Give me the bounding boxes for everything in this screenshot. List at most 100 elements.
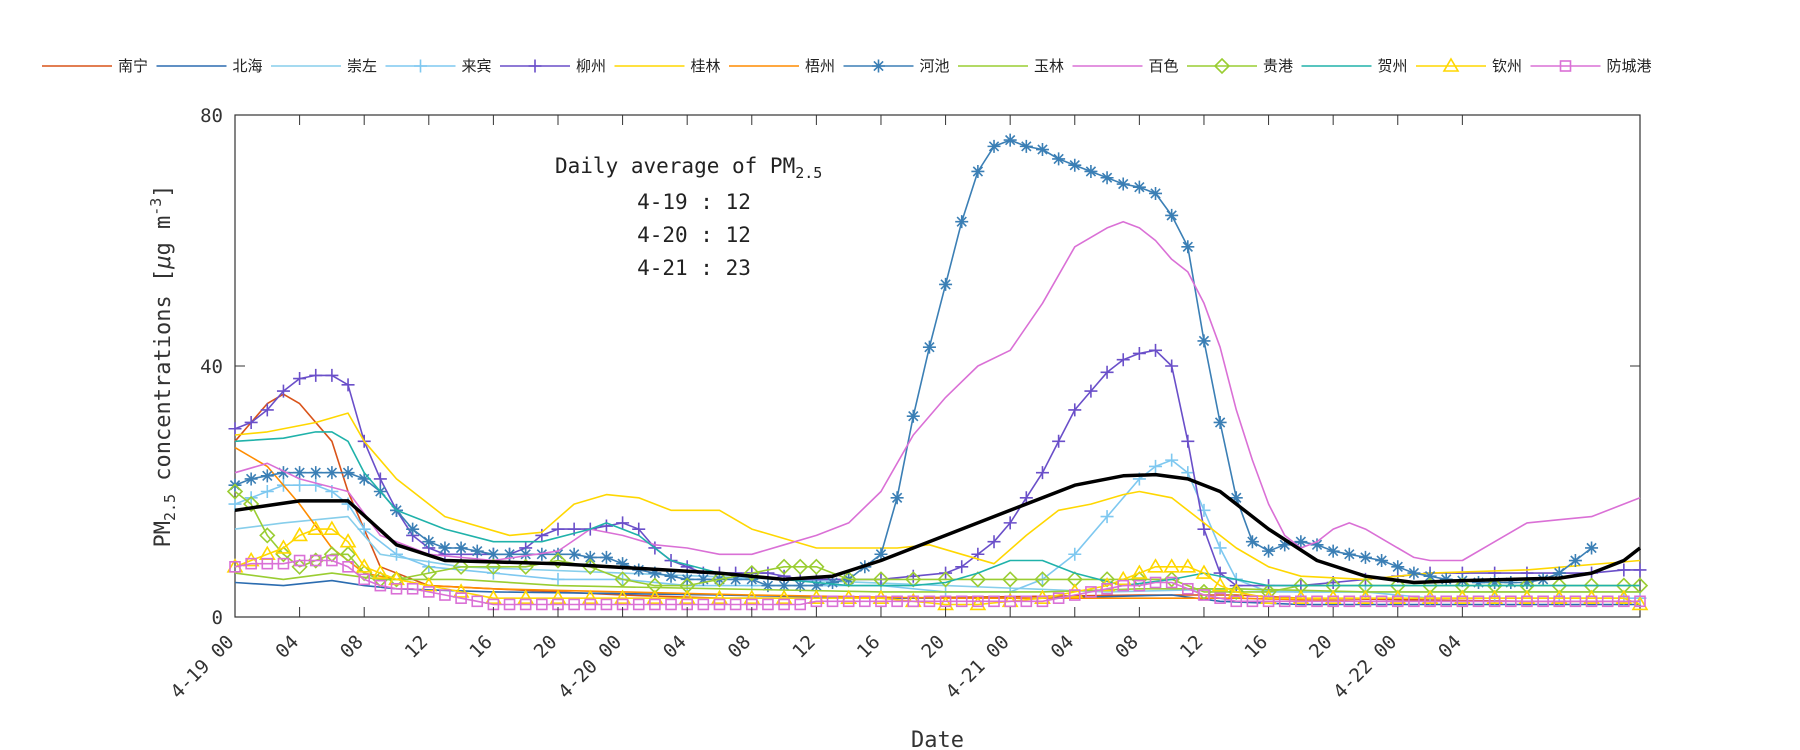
- y-tick-label: 80: [200, 105, 223, 127]
- data-point-marker: [1084, 164, 1098, 178]
- series-line: [234, 431, 1640, 587]
- data-point-marker: [519, 598, 532, 611]
- series-14: [229, 554, 1646, 611]
- data-point-marker: [1213, 541, 1227, 555]
- data-point-marker: [1066, 583, 1084, 598]
- data-point-marker: [1149, 576, 1162, 589]
- data-point-marker: [1407, 566, 1421, 580]
- data-point-marker: [729, 572, 743, 586]
- data-point-marker: [711, 589, 728, 604]
- data-point-marker: [1019, 139, 1033, 153]
- data-point-marker: [939, 277, 953, 291]
- data-point-marker: [648, 566, 662, 580]
- chart-legend: 南宁 北海 崇左 来宾 柳州 桂林 梧州 河池 玉林 百色 贵港 贺州 钦州 防城港: [42, 57, 1652, 75]
- data-point-marker: [455, 592, 467, 604]
- data-point-marker: [678, 589, 696, 604]
- y-axis-label-rest: concentrations [: [151, 269, 176, 494]
- data-point-marker: [1518, 589, 1536, 604]
- data-point-marker: [341, 466, 355, 480]
- data-point-marker: [987, 535, 1001, 549]
- legend-entry: 钦州: [1416, 57, 1522, 75]
- data-point-marker: [826, 575, 840, 589]
- data-point-marker: [567, 547, 581, 561]
- data-point-marker: [1537, 595, 1549, 608]
- data-point-marker: [907, 595, 920, 608]
- data-point-marker: [1211, 577, 1229, 592]
- data-point-marker: [357, 472, 371, 486]
- legend-label: 南宁: [118, 57, 148, 75]
- data-point-marker: [1130, 564, 1148, 579]
- x-tick-label: 4-21 00: [942, 631, 1014, 703]
- data-point-marker: [1165, 453, 1179, 467]
- data-point-marker: [228, 497, 242, 511]
- data-point-marker: [276, 466, 290, 480]
- x-axis-label: Date: [911, 728, 964, 750]
- data-point-marker: [536, 598, 548, 611]
- legend-label: 百色: [1149, 57, 1179, 75]
- data-point-marker: [357, 522, 371, 536]
- plot-frame: [234, 114, 1641, 618]
- data-point-marker: [1098, 577, 1116, 592]
- data-point-marker: [807, 589, 825, 604]
- data-point-marker: [276, 384, 290, 398]
- legend-entry: 北海: [156, 57, 263, 75]
- data-point-marker: [1324, 589, 1342, 604]
- data-point-marker: [485, 558, 502, 575]
- data-point-marker: [373, 472, 387, 486]
- annotation-title-main: Daily average of PM: [555, 154, 795, 178]
- data-point-marker: [1310, 538, 1324, 552]
- data-point-marker: [762, 598, 774, 611]
- data-point-marker: [971, 164, 985, 178]
- data-point-marker: [1052, 152, 1066, 166]
- data-point-marker: [775, 558, 793, 575]
- legend-label: 贺州: [1378, 57, 1408, 75]
- x-axis-ticks: 4-19 00 04 08 12 16 204-20 00 04 08 12 16 204-21 0…: [166, 115, 1466, 703]
- y-tick-label: 40: [200, 356, 223, 378]
- data-point-marker: [937, 571, 954, 588]
- series-12: [234, 431, 1640, 587]
- data-point-marker: [1262, 544, 1276, 558]
- data-point-marker: [307, 520, 325, 535]
- data-point-marker: [291, 526, 308, 542]
- data-point-marker: [245, 557, 257, 570]
- data-point-marker: [1195, 564, 1213, 579]
- data-point-marker: [1245, 535, 1259, 549]
- data-point-marker: [1520, 575, 1534, 589]
- data-point-marker: [1472, 575, 1486, 589]
- data-point-marker: [374, 579, 387, 592]
- y-axis-ticks: 0 40 80: [200, 105, 1640, 629]
- data-point-marker: [775, 589, 793, 604]
- data-point-marker: [778, 598, 790, 611]
- data-point-marker: [632, 522, 646, 536]
- legend-label: 崇左: [347, 57, 377, 75]
- annotation-title: Daily average of PM2.5: [555, 154, 822, 182]
- data-point-marker: [1181, 466, 1195, 480]
- x-tick-label: 04: [1047, 631, 1079, 663]
- data-point-marker: [1375, 554, 1389, 568]
- data-point-marker: [1179, 558, 1197, 573]
- x-tick-label: 4-19 00: [166, 631, 238, 703]
- data-point-marker: [922, 340, 936, 354]
- data-point-marker: [258, 545, 276, 561]
- data-point-marker: [988, 595, 1000, 608]
- data-point-marker: [1359, 595, 1372, 608]
- data-point-marker: [260, 469, 274, 483]
- data-point-marker: [1117, 579, 1130, 592]
- data-point-marker: [259, 527, 276, 544]
- daily-average-annotation: Daily average of PM2.5 4-19 : 12 4-20 : …: [555, 154, 822, 280]
- data-point-marker: [243, 495, 260, 513]
- data-point-marker: [551, 522, 565, 536]
- data-point-marker: [1068, 158, 1082, 172]
- series-10: [234, 220, 1641, 562]
- data-point-marker: [793, 579, 807, 593]
- legend-label: 北海: [233, 57, 263, 75]
- data-point-marker: [1068, 403, 1082, 417]
- data-point-marker: [1165, 576, 1178, 589]
- data-point-marker: [1568, 554, 1582, 568]
- data-point-marker: [581, 589, 599, 604]
- data-point-marker: [1505, 595, 1517, 608]
- data-point-marker: [1631, 595, 1649, 611]
- data-point-marker: [323, 520, 341, 535]
- annotation-title-sub: 2.5: [795, 164, 822, 182]
- data-point-marker: [1181, 240, 1195, 254]
